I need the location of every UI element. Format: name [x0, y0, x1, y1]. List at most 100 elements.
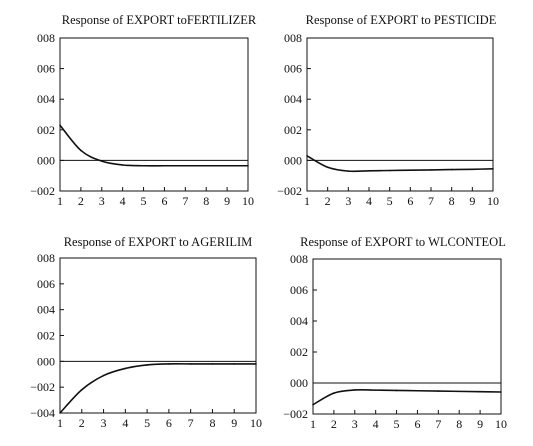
x-tick-label: 3	[99, 194, 105, 208]
panel-pesticide-y-axis: 008 006 004 002 000 −002	[277, 31, 311, 198]
y-tick-label: 004	[290, 314, 308, 328]
data-point	[59, 124, 61, 127]
data-point	[146, 364, 148, 366]
panel-fertilizer-response-line	[59, 124, 248, 167]
x-tick-label: 5	[394, 417, 400, 431]
data-point	[471, 168, 474, 171]
data-point	[80, 388, 83, 391]
panel-wlconteol-title: Response of EXPORT to WLCONTEOL	[300, 235, 506, 249]
x-tick-label: 2	[79, 416, 85, 430]
data-point	[409, 169, 412, 171]
data-point	[333, 392, 335, 394]
panel-fertilizer-frame	[59, 37, 249, 192]
panel-agerilim-title: Response of EXPORT to AGERILIM	[64, 235, 253, 249]
data-point	[368, 170, 370, 172]
panel-pesticide-response-line	[306, 155, 494, 173]
data-point	[100, 160, 103, 162]
y-tick-label: 000	[37, 153, 55, 167]
data-point	[59, 412, 61, 414]
panel-fertilizer-x-axis: 1 2 3 4 5 6 7 8 9 10	[57, 187, 254, 208]
y-tick-label: 008	[37, 251, 55, 265]
x-tick-label: 1	[310, 417, 316, 431]
y-tick-label: 004	[37, 303, 55, 317]
y-tick-label: 002	[37, 123, 55, 137]
data-point	[184, 164, 187, 167]
x-tick-label: 10	[495, 417, 507, 431]
y-tick-label: 006	[284, 62, 302, 76]
panel-pesticide-x-axis: 1 2 3 4 5 6 7 8 9 10	[304, 187, 499, 208]
x-tick-label: 2	[78, 194, 84, 208]
y-tick-label: 006	[37, 62, 55, 76]
data-point	[163, 164, 166, 167]
data-point	[168, 363, 170, 365]
panel-fertilizer-y-axis: 008 006 004 002 000 −002	[30, 31, 64, 198]
data-point	[500, 391, 502, 393]
x-tick-label: 6	[166, 416, 172, 430]
x-tick-label: 7	[182, 194, 188, 208]
x-tick-label: 4	[122, 416, 128, 430]
panel-fertilizer: Response of EXPORT toFERTILIZER 00800600…	[30, 13, 257, 208]
data-point	[395, 389, 398, 392]
data-point	[479, 390, 481, 393]
data-point	[124, 367, 127, 370]
x-tick-label: 8	[203, 194, 209, 208]
x-tick-label: 5	[387, 194, 393, 208]
y-tick-label: −004	[30, 406, 55, 420]
x-tick-label: 7	[428, 194, 434, 208]
y-tick-label: 002	[290, 345, 308, 359]
data-point	[121, 164, 124, 166]
panel-pesticide-frame	[306, 37, 494, 192]
panel-wlconteol-x-axis: 1 2 3 4 5 6 7 8 9 10	[310, 410, 507, 431]
data-point	[142, 164, 145, 167]
data-point	[102, 374, 105, 377]
x-tick-label: 7	[435, 417, 441, 431]
x-tick-label: 10	[250, 416, 262, 430]
x-tick-label: 5	[141, 194, 147, 208]
data-point	[189, 363, 192, 365]
y-tick-label: −002	[30, 184, 55, 198]
panel-wlconteol-response-line	[312, 388, 502, 406]
y-tick-label: 006	[290, 283, 308, 297]
y-tick-label: 000	[284, 153, 302, 167]
x-tick-label: 3	[345, 194, 351, 208]
panel-wlconteol-frame	[312, 258, 502, 415]
x-tick-label: 10	[487, 194, 499, 208]
panel-agerilim-x-axis: 1 2 3 4 5 6 7 8 9 10	[57, 409, 262, 430]
x-tick-label: 2	[331, 417, 337, 431]
x-tick-label: 5	[144, 416, 150, 430]
data-point	[211, 363, 214, 365]
x-tick-label: 4	[120, 194, 126, 208]
data-point	[458, 390, 461, 393]
panel-fertilizer-title: Response of EXPORT toFERTILIZER	[62, 13, 257, 27]
x-tick-label: 6	[414, 417, 420, 431]
data-point	[430, 169, 432, 171]
x-tick-label: 1	[304, 194, 310, 208]
x-tick-label: 4	[366, 194, 372, 208]
x-tick-label: 2	[325, 194, 331, 208]
y-tick-label: 000	[37, 354, 55, 368]
data-point	[416, 389, 419, 392]
y-tick-label: 004	[37, 92, 55, 106]
x-tick-label: 1	[57, 194, 63, 208]
panel-agerilim-response-line	[59, 363, 256, 414]
data-point	[247, 164, 249, 167]
x-tick-label: 4	[373, 417, 379, 431]
panel-wlconteol: Response of EXPORT to WLCONTEOL 00800600…	[283, 235, 507, 431]
y-tick-label: 004	[284, 92, 302, 106]
x-tick-label: 9	[477, 417, 483, 431]
panel-pesticide-title: Response of EXPORT to PESTICIDE	[306, 13, 497, 27]
panel-wlconteol-y-axis: 008 006 004 002 000 −002	[283, 252, 317, 421]
x-tick-label: 9	[224, 194, 230, 208]
data-point	[255, 363, 257, 365]
data-point	[492, 168, 494, 170]
data-point	[450, 168, 453, 171]
y-tick-label: 008	[37, 31, 55, 45]
panel-agerilim-frame	[59, 257, 257, 414]
y-tick-label: 002	[37, 329, 55, 343]
data-point	[326, 166, 329, 169]
data-point	[312, 403, 314, 406]
x-tick-label: 3	[352, 417, 358, 431]
panel-agerilim-y-axis: 008 006 004 002 000 −002 −004	[30, 251, 64, 420]
y-tick-label: 008	[284, 31, 302, 45]
